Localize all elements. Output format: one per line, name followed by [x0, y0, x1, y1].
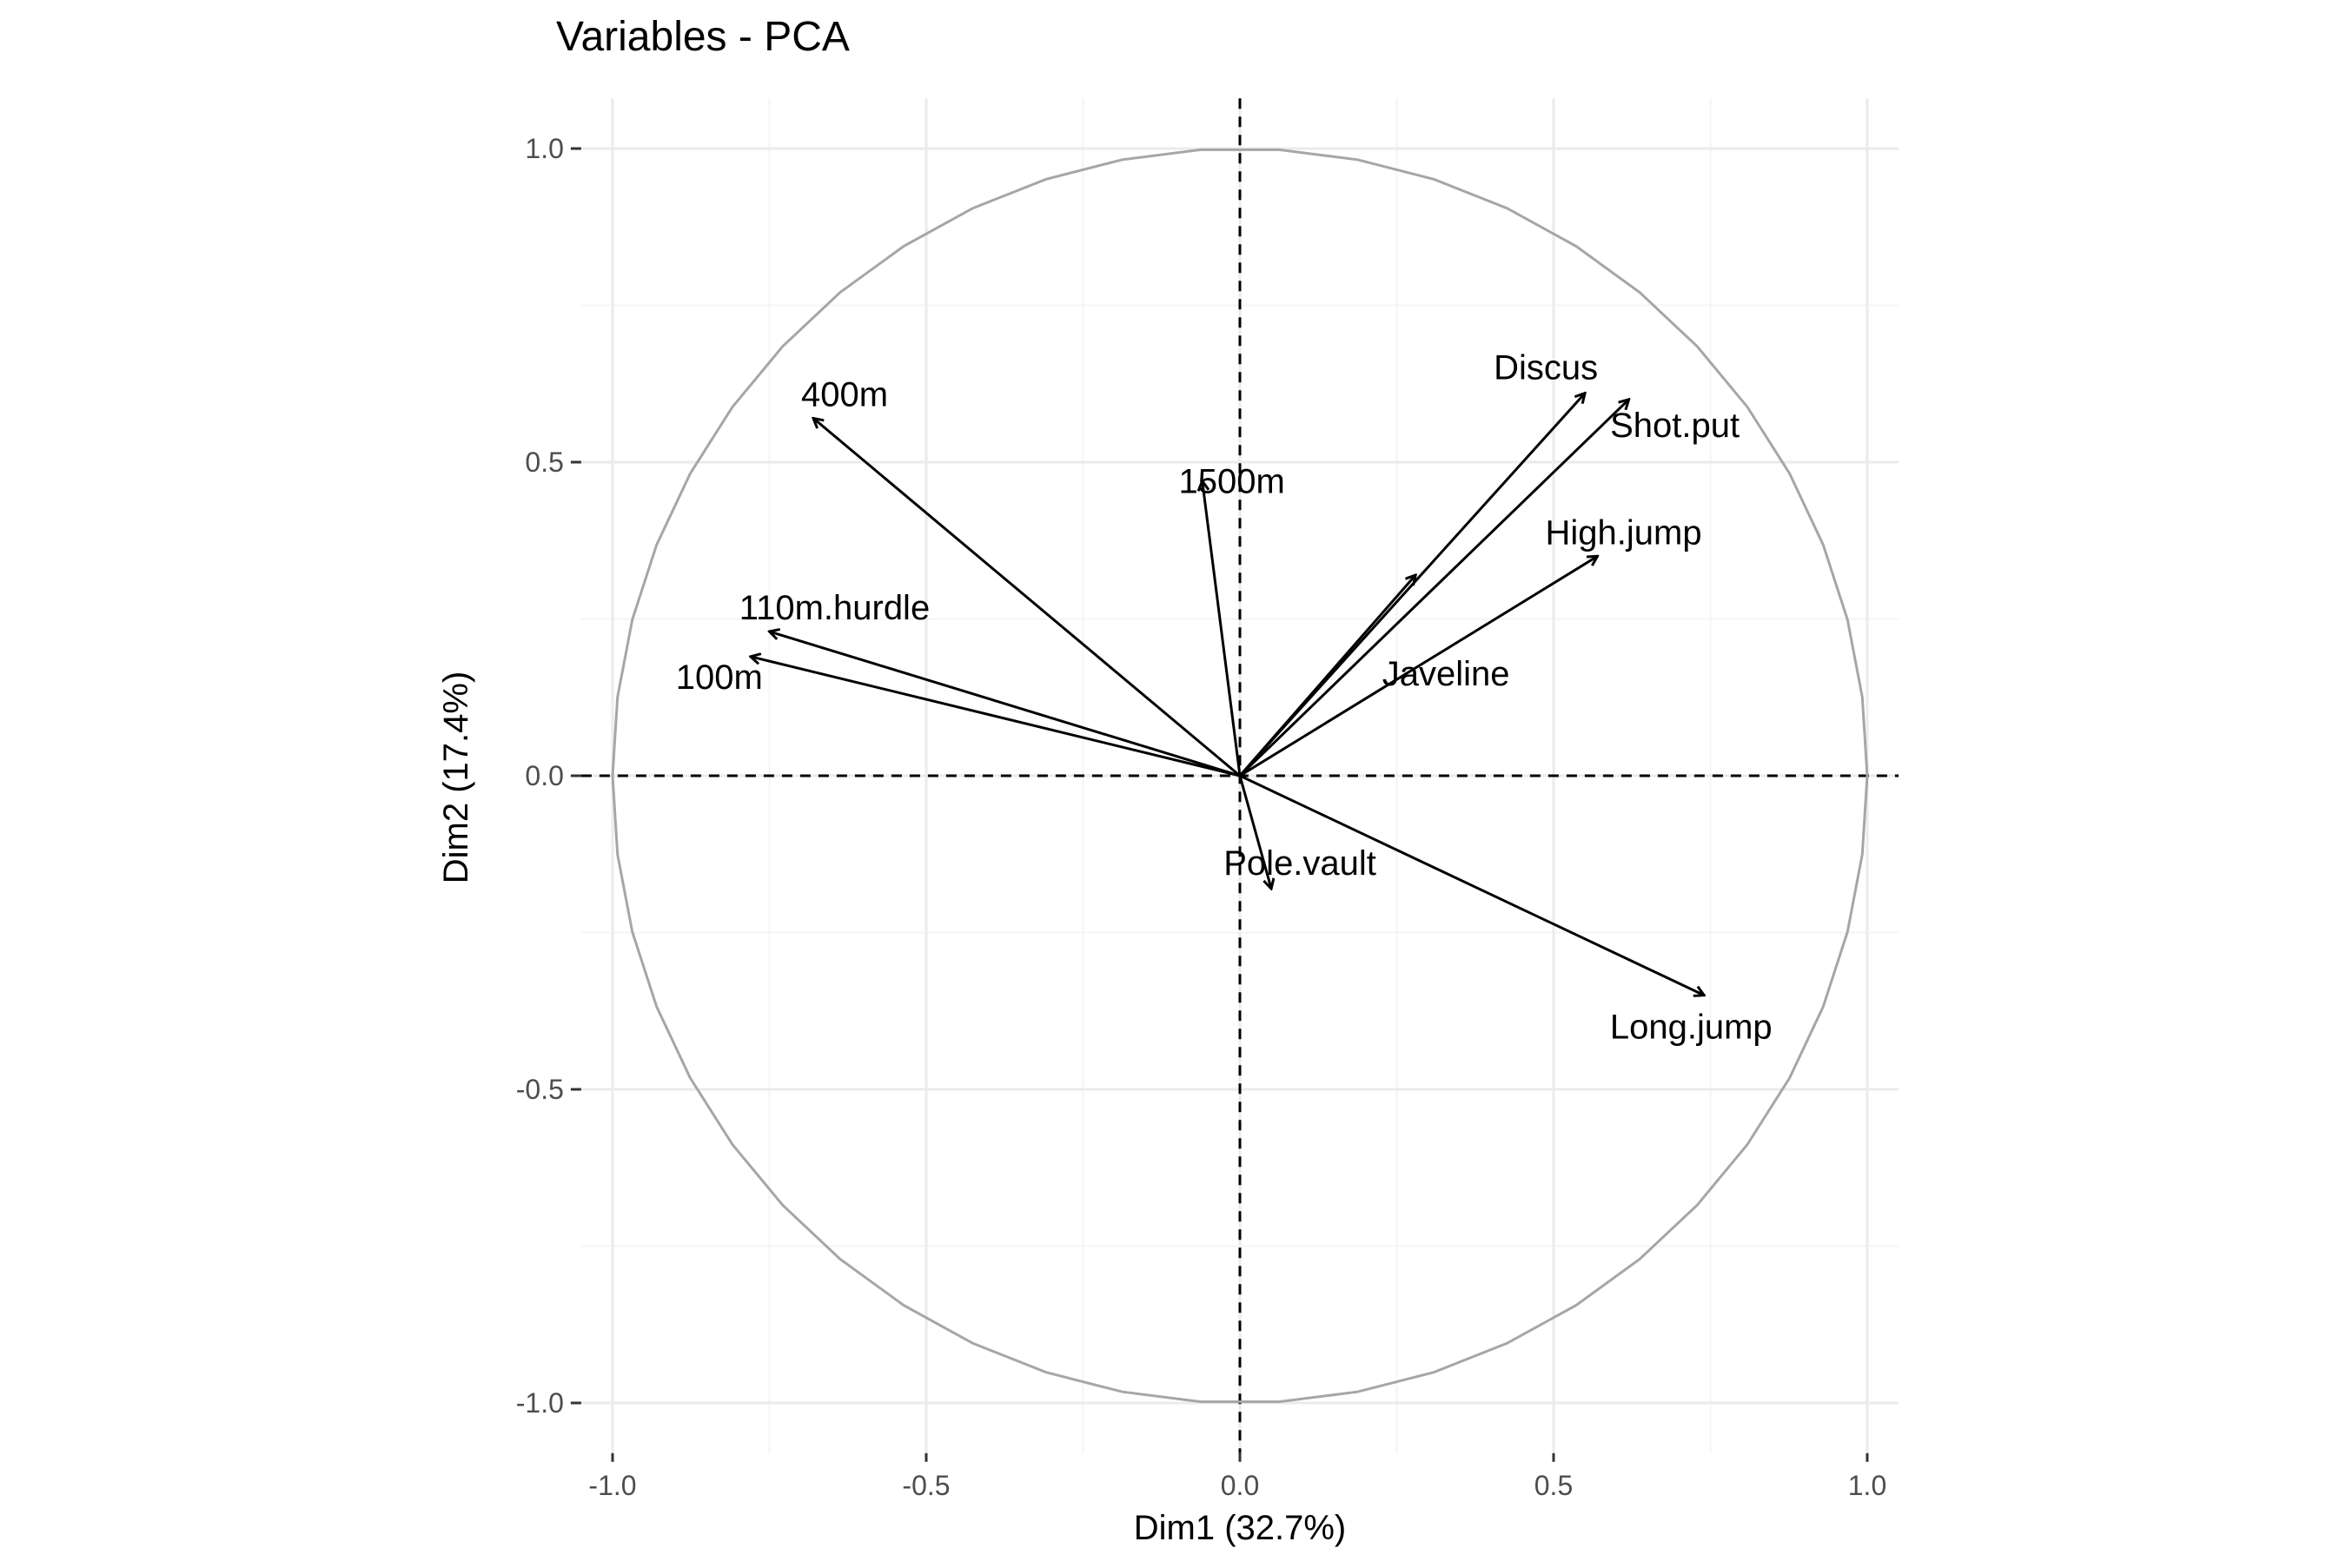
y-tick-label: 0.0 [525, 760, 563, 791]
arrow-high-jump [1239, 556, 1598, 777]
arrow-110m-hurdle [770, 632, 1241, 777]
x-tick-label: -1.0 [588, 1470, 636, 1501]
variable-arrows [751, 394, 1704, 996]
arrow-javeline [1238, 575, 1415, 777]
label-long-jump: Long.jump [1610, 1009, 1773, 1047]
arrow-400m [813, 418, 1241, 777]
label-400m: 400m [801, 375, 888, 414]
label-javeline: Javeline [1382, 655, 1510, 693]
label-pole-vault: Pole.vault [1223, 844, 1376, 883]
axis-ticks: -1.0 -0.5 0.0 0.5 1.0 -1.0 -0.5 0.0 0.5 1.0 [516, 133, 1886, 1501]
arrow-pole-vault [1238, 775, 1271, 889]
label-1500m: 1500m [1179, 463, 1285, 501]
unit-circle [611, 148, 1869, 1404]
unit-circle-layer [611, 148, 1869, 1404]
arrow-long-jump [1239, 774, 1704, 996]
x-tick-label: 0.0 [1221, 1470, 1259, 1501]
arrow-shot-put [1238, 400, 1629, 777]
x-axis-title: Dim1 (32.7%) [1134, 1509, 1347, 1547]
chart-title: Variables - PCA [556, 14, 850, 60]
y-tick-label: 0.5 [525, 447, 563, 478]
label-discus: Discus [1494, 349, 1598, 387]
y-tick-label: -0.5 [516, 1074, 564, 1105]
label-110m-hurdle: 110m.hurdle [739, 589, 930, 627]
x-tick-label: 1.0 [1848, 1470, 1886, 1501]
y-tick-label: -1.0 [516, 1387, 564, 1419]
variable-labels: 100m Long.jump Shot.put High.jump 400m 110m.h… [676, 349, 1773, 1047]
label-100m: 100m [676, 658, 763, 697]
x-tick-label: -0.5 [902, 1470, 950, 1501]
x-tick-label: 0.5 [1534, 1470, 1573, 1501]
arrow-100m [751, 657, 1241, 777]
y-axis-title: Dim2 (17.4%) [437, 672, 475, 884]
label-shot-put: Shot.put [1610, 407, 1740, 445]
label-high-jump: High.jump [1546, 513, 1702, 552]
y-tick-label: 1.0 [525, 133, 563, 164]
arrow-1500m [1203, 481, 1242, 777]
